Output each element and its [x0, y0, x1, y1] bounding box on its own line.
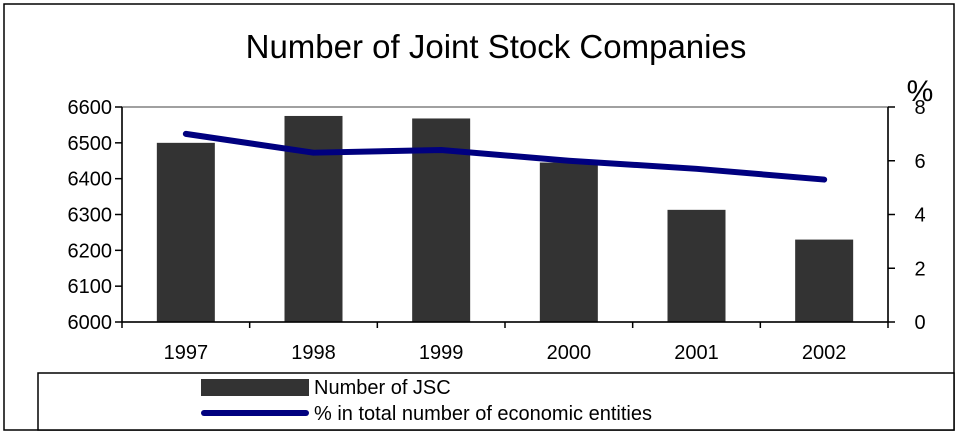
right-tick-label: 0	[914, 312, 925, 334]
x-tick-label: 2001	[674, 342, 719, 364]
left-y-axis: 6000 6100 6200 6300 6400 6500 6600	[68, 97, 123, 334]
left-tick-label: 6000	[68, 312, 113, 334]
right-axis-label: %	[907, 75, 934, 108]
x-tick-label: 1997	[164, 342, 209, 364]
x-tick-label: 2000	[547, 342, 592, 364]
plot-area	[121, 106, 889, 323]
left-tick-label: 6400	[68, 169, 113, 191]
x-axis: 1997 1998 1999 2000 2001 2002	[121, 321, 889, 364]
bar-2001	[667, 209, 726, 322]
left-tick-label: 6300	[68, 205, 113, 227]
legend-bar-swatch	[201, 379, 309, 396]
legend: Number of JSC % in total number of econo…	[37, 372, 955, 431]
chart-frame	[3, 3, 955, 431]
x-tick-label: 1999	[419, 342, 464, 364]
right-tick-label: 4	[914, 205, 925, 227]
left-tick-label: 6600	[68, 97, 113, 119]
right-tick-label: 2	[914, 258, 925, 280]
legend-box	[37, 372, 955, 431]
bar-2000	[539, 162, 598, 322]
x-tick-label: 1998	[291, 342, 336, 364]
left-tick-label: 6200	[68, 240, 113, 262]
legend-line-label: % in total number of economic entities	[314, 403, 652, 425]
line-series-percent	[182, 130, 828, 183]
left-tick-label: 6500	[68, 133, 113, 155]
legend-bar-label: Number of JSC	[314, 377, 451, 399]
bar-1997	[156, 142, 215, 322]
left-tick-label: 6100	[68, 276, 113, 298]
chart-title: Number of Joint Stock Companies	[246, 28, 747, 65]
right-y-axis: 0 2 4 6 8	[887, 97, 926, 334]
x-tick-label: 2002	[802, 342, 847, 364]
bar-2002	[795, 239, 854, 322]
right-tick-label: 8	[914, 97, 925, 119]
right-tick-label: 6	[914, 151, 925, 173]
